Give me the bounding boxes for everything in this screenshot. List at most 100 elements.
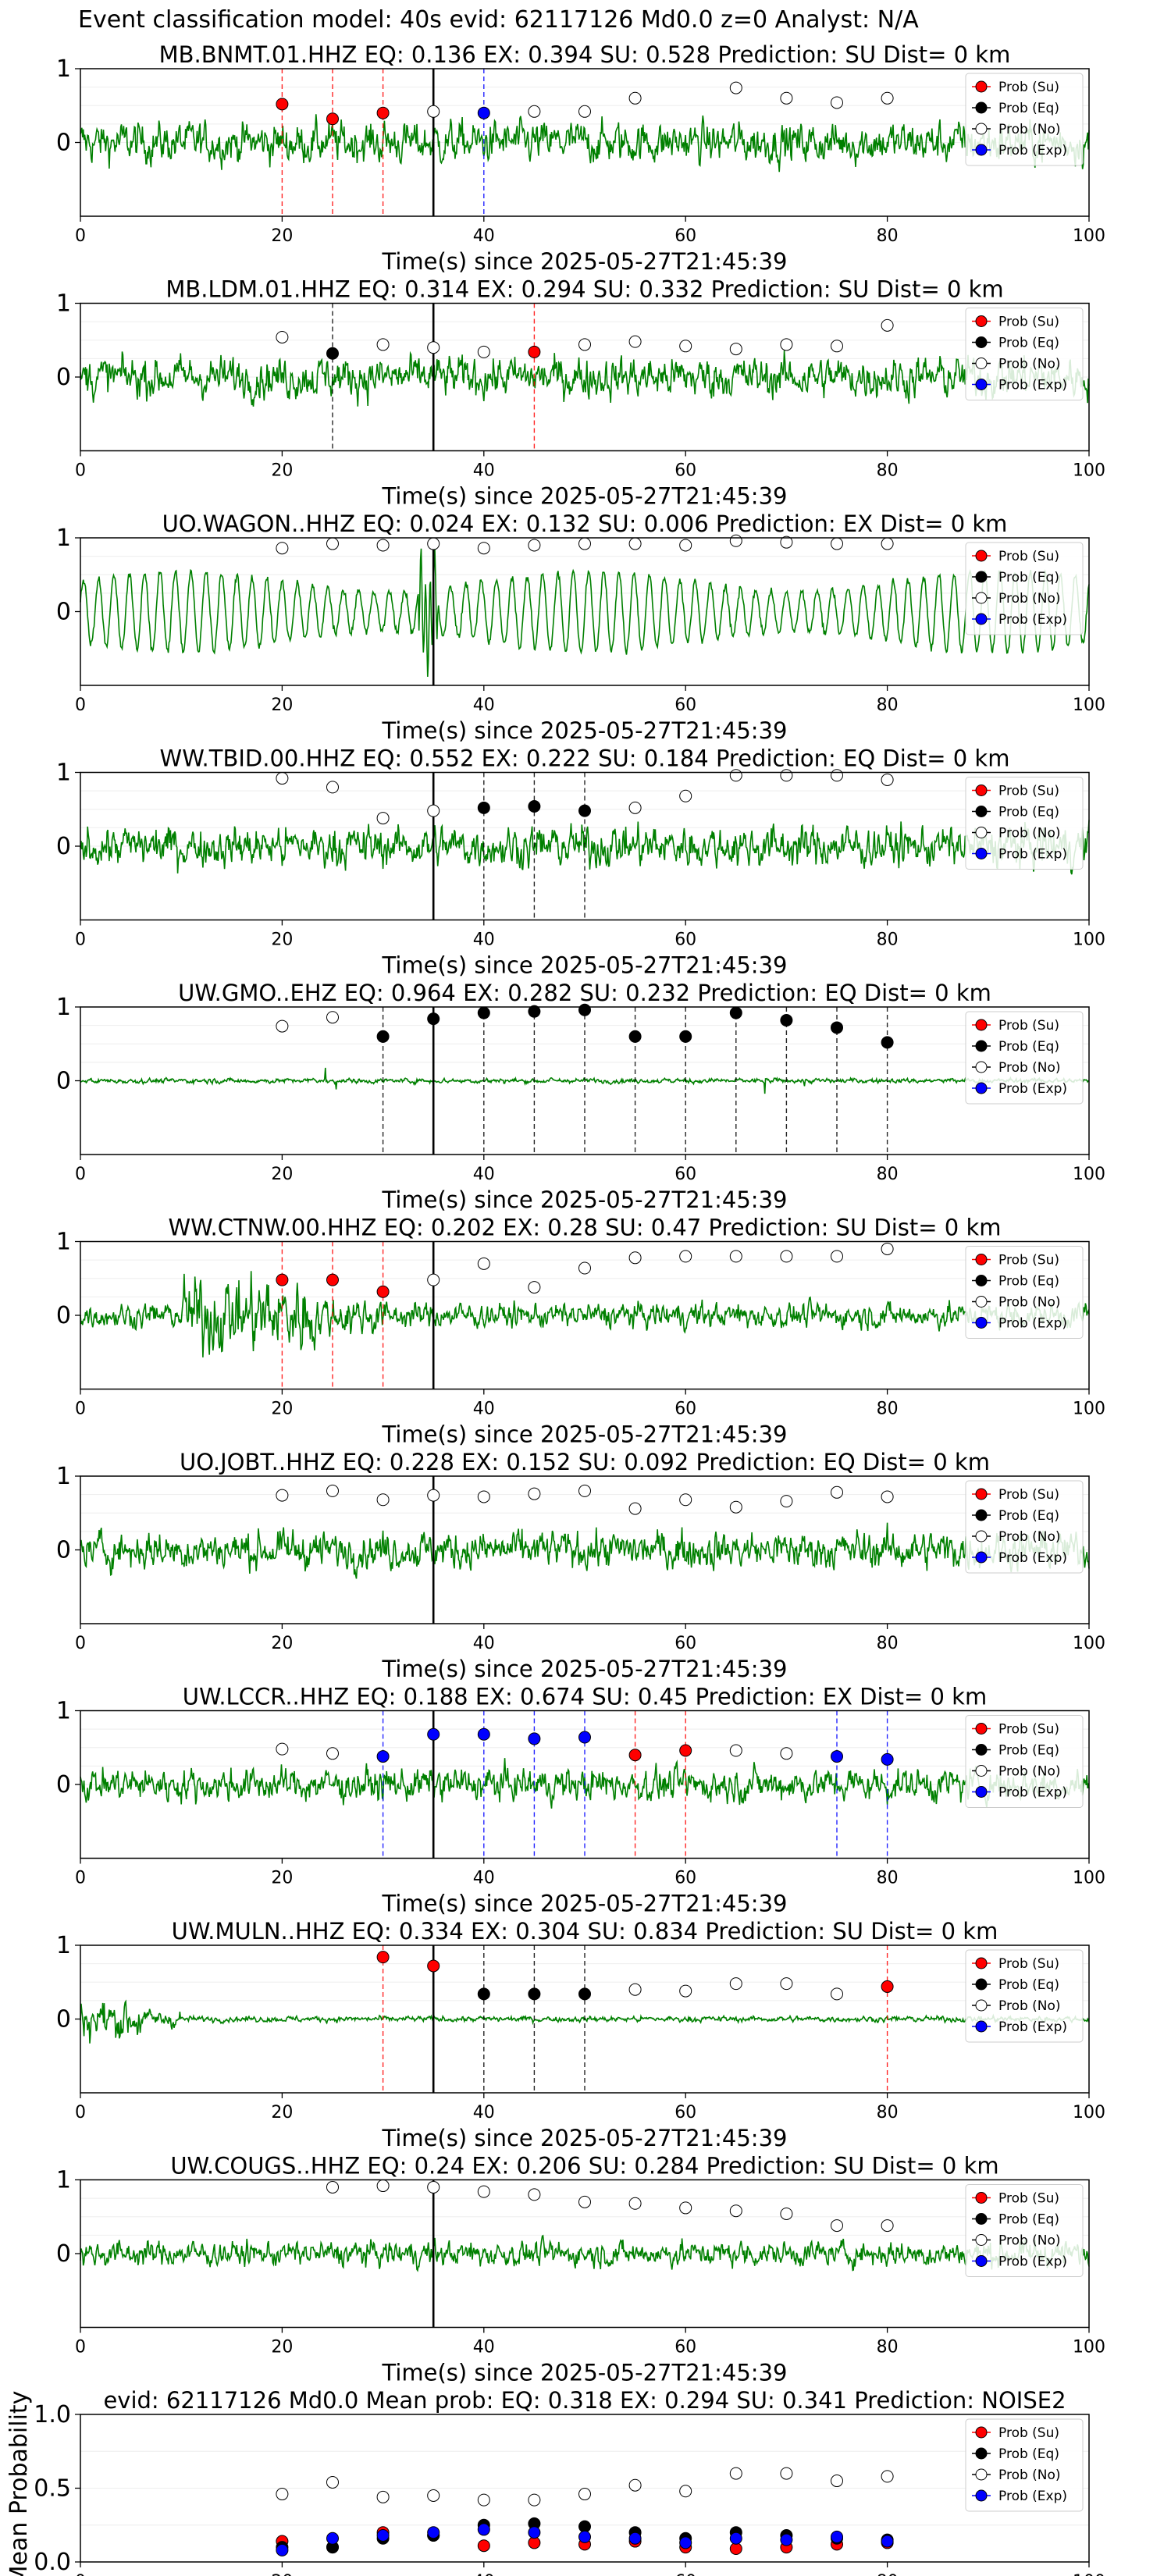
legend-label: Prob (Exp)	[998, 1081, 1067, 1097]
prob-marker-no	[276, 772, 289, 785]
mean-prob-marker-exp	[376, 2528, 390, 2542]
x-tick-label: 60	[674, 1634, 696, 1653]
panel-title: MB.BNMT.01.HHZ EQ: 0.136 EX: 0.394 SU: 0…	[159, 41, 1011, 68]
x-tick-label: 80	[877, 696, 899, 715]
legend-box	[965, 1949, 1084, 2043]
x-tick-label: 100	[1073, 1869, 1105, 1888]
waveform-trace	[80, 2234, 1090, 2272]
prob-marker-eq	[326, 347, 339, 360]
panel-2: 0 20 40 60 80 100 1 0 UO.WAGON..HHZ EQ: 0.024 EX…	[56, 511, 1105, 744]
x-tick-label: 100	[1073, 930, 1105, 950]
legend-label: Prob (No)	[998, 591, 1061, 607]
x-tick-label: 100	[1073, 1165, 1105, 1184]
prob-marker-exp	[427, 1727, 440, 1741]
x-axis-label: Time(s) since 2025-05-27T21:45:39	[382, 2360, 788, 2386]
legend-marker-su	[975, 1488, 988, 1500]
x-tick-label: 0	[75, 930, 86, 950]
legend-label: Prob (Exp)	[998, 143, 1067, 158]
x-axis-label: Time(s) since 2025-05-27T21:45:39	[382, 2125, 788, 2151]
x-tick-label: 20	[271, 1165, 293, 1184]
prob-marker-no	[780, 338, 793, 351]
prob-marker-no	[628, 91, 642, 105]
x-tick-label: 60	[674, 2103, 696, 2122]
y-axis-label: Mean Probability	[5, 2391, 33, 2576]
x-tick-label: 20	[271, 696, 293, 715]
x-axis-label: Time(s) since 2025-05-27T21:45:39	[382, 1891, 788, 1917]
mean-prob-marker-no	[881, 2470, 894, 2483]
x-tick-label: 0	[75, 1634, 86, 1653]
prob-marker-no	[578, 105, 591, 118]
waveform-trace	[80, 350, 1090, 407]
waveform-trace	[80, 820, 1090, 875]
prob-marker-su	[326, 1273, 339, 1286]
legend-label: Prob (Eq)	[998, 1743, 1059, 1759]
waveform-trace	[80, 548, 1090, 678]
y-tick-label: 0	[56, 1302, 71, 1329]
legend-label: Prob (Exp)	[998, 2489, 1067, 2504]
y-tick-label: 0	[56, 1537, 71, 1564]
legend-marker-su	[975, 1254, 988, 1265]
legend-label: Prob (No)	[998, 1529, 1061, 1545]
panel-title: UW.LCCR..HHZ EQ: 0.188 EX: 0.674 SU: 0.4…	[183, 1684, 987, 1710]
prob-marker-no	[376, 2179, 390, 2193]
prob-marker-no	[831, 2219, 843, 2233]
prob-marker-no	[831, 537, 843, 550]
prob-marker-su	[679, 1744, 692, 1757]
legend-box	[965, 73, 1084, 166]
legend-label: Prob (No)	[998, 2233, 1061, 2249]
legend-marker-exp	[975, 1082, 988, 1094]
prob-marker-eq	[477, 801, 490, 814]
prob-marker-eq	[376, 1030, 390, 1043]
legend-marker-exp	[975, 2255, 988, 2267]
legend-marker-eq	[975, 1040, 988, 1052]
legend-label: Prob (No)	[998, 122, 1061, 137]
x-axis-label: Time(s) since 2025-05-27T21:45:39	[382, 248, 788, 275]
prob-marker-no	[729, 1250, 742, 1263]
mean-prob-marker-no	[528, 2493, 541, 2507]
x-tick-label: 60	[674, 696, 696, 715]
prob-marker-su	[628, 1749, 642, 1762]
prob-marker-no	[578, 338, 591, 351]
legend-label: Prob (Su)	[998, 784, 1059, 799]
x-tick-label: 0	[75, 461, 86, 481]
legend-label: Prob (Exp)	[998, 2019, 1067, 2035]
x-tick-label: 20	[271, 1400, 293, 1419]
mean-prob-marker-no	[427, 2489, 440, 2502]
prob-marker-no	[276, 542, 289, 555]
panel-3: 0 20 40 60 80 100 1 0 WW.TBID.00.HHZ EQ: 0.552 E…	[56, 745, 1105, 979]
x-tick-label: 60	[674, 461, 696, 481]
legend-marker-eq	[975, 1509, 988, 1521]
legend-marker-exp	[975, 1786, 988, 1798]
mean-prob-marker-no	[376, 2490, 390, 2503]
y-tick-label: 0	[56, 130, 71, 157]
prob-marker-no	[628, 1251, 642, 1265]
y-tick-label: 0	[56, 833, 71, 860]
y-tick-label: 0	[56, 1068, 71, 1095]
x-tick-label: 20	[271, 2572, 293, 2576]
legend-marker-exp	[975, 379, 988, 390]
prob-marker-no	[729, 1500, 742, 1514]
prob-marker-no	[679, 1493, 692, 1507]
y-tick-label: 1	[56, 1932, 71, 1959]
x-tick-label: 40	[473, 1869, 495, 1888]
legend-label: Prob (No)	[998, 826, 1061, 841]
prob-marker-exp	[477, 106, 490, 119]
legend-label: Prob (No)	[998, 1764, 1061, 1780]
prob-marker-no	[881, 1242, 894, 1255]
x-tick-label: 20	[271, 2103, 293, 2122]
legend-label: Prob (Eq)	[998, 2446, 1059, 2462]
mean-prob-marker-no	[326, 2475, 339, 2489]
legend-marker-exp	[975, 2489, 988, 2502]
prob-marker-no	[528, 2188, 541, 2201]
prob-marker-no	[831, 1485, 843, 1499]
panel-6: 0 20 40 60 80 100 1 0 UO.JOBT..HHZ EQ: 0.228 EX:…	[56, 1449, 1105, 1682]
x-tick-label: 100	[1073, 461, 1105, 481]
legend-label: Prob (Su)	[998, 1722, 1059, 1738]
prob-marker-no	[679, 340, 692, 353]
prob-marker-eq	[628, 1030, 642, 1043]
prob-marker-no	[477, 2185, 490, 2198]
waveform-trace	[80, 1522, 1090, 1579]
mean-prob-marker-exp	[427, 2526, 440, 2539]
prob-marker-no	[477, 1257, 490, 1270]
